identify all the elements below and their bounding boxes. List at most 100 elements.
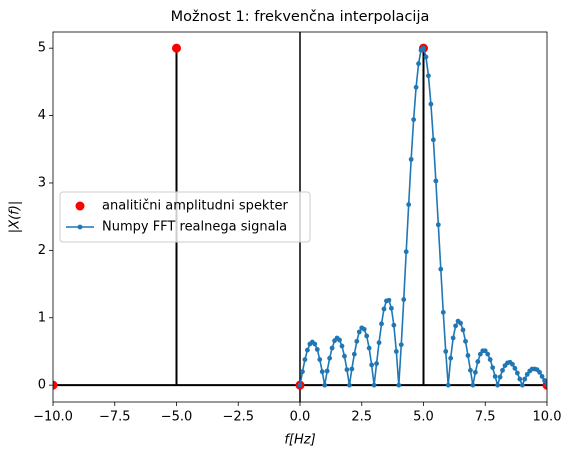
y-axis-label: |X(f)|	[8, 201, 23, 233]
y-tick-label: 0	[38, 378, 46, 393]
legend-label: analitični amplitudni spekter	[102, 199, 289, 214]
point	[475, 359, 481, 364]
y-tick-label: 2	[38, 243, 46, 258]
point	[433, 178, 439, 184]
point	[482, 348, 488, 354]
y-tick-label: 3	[38, 175, 46, 190]
point	[517, 376, 523, 382]
point	[468, 367, 473, 373]
point	[305, 347, 310, 353]
point	[388, 305, 394, 311]
point	[312, 341, 318, 347]
point	[537, 369, 542, 375]
legend-box	[59, 191, 311, 243]
point	[472, 369, 478, 375]
point	[448, 355, 454, 361]
x-tick-label: 7.5	[475, 410, 496, 425]
point	[445, 382, 451, 388]
x-axis-label: f[Hz]	[284, 433, 315, 448]
point	[364, 333, 370, 339]
x-tick-label: 5.0	[413, 410, 434, 425]
point	[300, 369, 305, 375]
point	[391, 322, 397, 328]
point	[401, 297, 407, 302]
point	[354, 338, 360, 344]
point	[458, 320, 463, 326]
x-tick-label: 10.0	[533, 410, 562, 425]
point	[421, 45, 426, 51]
point	[408, 156, 414, 162]
point	[465, 353, 471, 358]
point	[440, 309, 446, 315]
x-tick-label: −2.5	[222, 410, 254, 425]
x-tick-label: 0.0	[290, 410, 311, 425]
point	[443, 349, 449, 354]
legend-label: Numpy FFT realnega signala	[102, 220, 287, 235]
point	[329, 345, 335, 351]
point	[522, 376, 528, 382]
point	[487, 357, 493, 362]
point	[426, 73, 431, 79]
stem-marker	[53, 380, 58, 390]
point	[297, 382, 303, 388]
point	[497, 374, 503, 380]
point	[512, 365, 518, 371]
y-tick-label: 5	[38, 41, 46, 56]
point	[314, 347, 320, 352]
point	[361, 326, 367, 332]
point	[490, 365, 496, 371]
point	[544, 382, 547, 388]
point	[435, 222, 441, 228]
plot-area	[53, 32, 547, 402]
point	[317, 357, 323, 362]
point	[379, 321, 384, 327]
point	[366, 345, 372, 351]
point	[485, 351, 491, 357]
point	[337, 337, 342, 343]
point	[381, 306, 387, 312]
point	[411, 117, 417, 123]
point	[453, 323, 459, 329]
point	[396, 382, 402, 388]
point	[423, 54, 429, 60]
x-tick-label: −10.0	[33, 410, 73, 425]
point	[542, 378, 547, 383]
point	[324, 368, 330, 374]
point	[386, 297, 392, 303]
x-tick-label: −5.0	[161, 410, 193, 425]
point	[495, 382, 500, 388]
point	[393, 349, 399, 354]
point	[463, 338, 468, 344]
point	[510, 361, 515, 367]
point	[500, 367, 505, 373]
point	[460, 327, 466, 333]
point	[450, 335, 456, 341]
point	[344, 367, 350, 373]
point	[430, 137, 436, 143]
point	[349, 366, 355, 372]
point	[539, 373, 545, 379]
point	[413, 84, 419, 90]
point	[327, 355, 333, 361]
axes-frame	[52, 31, 548, 403]
point	[374, 361, 379, 366]
legend-marker	[75, 201, 85, 211]
point	[398, 342, 404, 348]
point	[477, 351, 483, 357]
point	[369, 362, 375, 368]
point	[519, 382, 525, 388]
x-tick-label: −7.5	[99, 410, 131, 425]
point	[351, 351, 357, 357]
x-tick-label: 2.5	[351, 410, 372, 425]
point	[376, 340, 382, 346]
point	[514, 370, 520, 376]
point	[319, 369, 325, 375]
point	[403, 249, 409, 255]
chart-title: Možnost 1: frekvenčna interpolacija	[171, 9, 430, 25]
point	[356, 329, 362, 335]
point	[347, 382, 352, 388]
point	[339, 343, 345, 349]
stem-marker	[172, 43, 181, 53]
point	[524, 371, 530, 377]
